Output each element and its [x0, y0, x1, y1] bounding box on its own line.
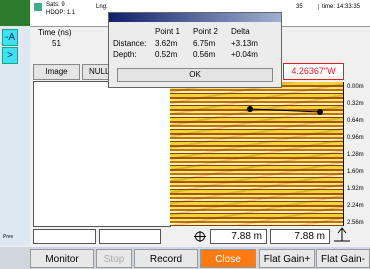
markers: [170, 82, 343, 226]
toolbar-button[interactable]: Stop: [96, 249, 132, 268]
depth-label: 0.32m: [347, 101, 364, 107]
side-button[interactable]: >: [2, 47, 18, 64]
sats-label: Sats: 9: [46, 2, 65, 8]
depth-label: 1.92m: [347, 186, 364, 192]
point-2: [317, 109, 323, 115]
input-field[interactable]: [33, 229, 96, 244]
ok-button[interactable]: OK: [117, 68, 273, 82]
label: HDOP:: [46, 10, 65, 16]
toolbar-button[interactable]: Record: [134, 249, 198, 268]
depth-label: 0.00m: [347, 84, 364, 90]
hdop-label: HDOP: 1.1: [46, 10, 75, 16]
measure-line: [250, 109, 320, 112]
column-header: Point 2: [193, 27, 218, 36]
column-header: Point 1: [155, 27, 180, 36]
cell: 6.75m: [193, 39, 215, 48]
fragment: 35: [296, 4, 303, 10]
cell: +0.04m: [231, 50, 258, 59]
depth-label: 0.96m: [347, 135, 364, 141]
row-label: Distance:: [113, 39, 146, 48]
value: 9: [61, 2, 64, 8]
column-header: Delta: [231, 27, 250, 36]
cell: 3.62m: [155, 39, 177, 48]
crosshair-icon[interactable]: [193, 230, 207, 243]
toolbar-button[interactable]: Flat Gain-: [316, 249, 370, 268]
toolbar-button[interactable]: Monitor: [30, 249, 94, 268]
lng-label: Lng:: [96, 4, 108, 10]
toolbar-button[interactable]: Close: [200, 249, 256, 268]
dialog-title-bar: [109, 13, 281, 22]
input-field[interactable]: [99, 229, 161, 244]
prev-label: Prev: [3, 234, 13, 240]
row-label: Depth:: [113, 50, 137, 59]
app-icon[interactable]: [0, 0, 30, 26]
distance-field: 7.88 m: [210, 229, 267, 244]
time-label: Time (ns): [38, 28, 71, 37]
screen: Sats: 9 HDOP: 1.1 Lng: 35 time: 14:33:35…: [0, 0, 370, 269]
blank-panel: [33, 81, 171, 227]
cell: 0.52m: [155, 50, 177, 59]
measure-dialog: Point 1 Point 2 Delta Distance: 3.62m 6.75m +3…: [108, 12, 282, 88]
depth-label: 0.64m: [347, 118, 364, 124]
depth-label: 1.28m: [347, 152, 364, 158]
depth-label: 1.60m: [347, 169, 364, 175]
clock: time: 14:33:35: [318, 4, 360, 10]
depth-label: 2.24m: [347, 203, 364, 209]
side-button[interactable]: -A: [2, 29, 18, 46]
point-1: [247, 106, 253, 112]
cell: 0.56m: [193, 50, 215, 59]
satellite-icon: [34, 3, 42, 11]
arrow-icon[interactable]: [332, 226, 352, 244]
toolbar-button[interactable]: Flat Gain+: [259, 249, 315, 268]
cell: +3.13m: [231, 39, 258, 48]
image-button[interactable]: Image: [33, 64, 80, 80]
time-value: 51: [52, 39, 61, 48]
label: Sats:: [46, 2, 60, 8]
value: 1.1: [67, 10, 75, 16]
scale-axis: [343, 82, 344, 226]
distance-field: 7.88 m: [270, 229, 330, 244]
coordinate-field: 4.26367"W: [283, 63, 344, 80]
